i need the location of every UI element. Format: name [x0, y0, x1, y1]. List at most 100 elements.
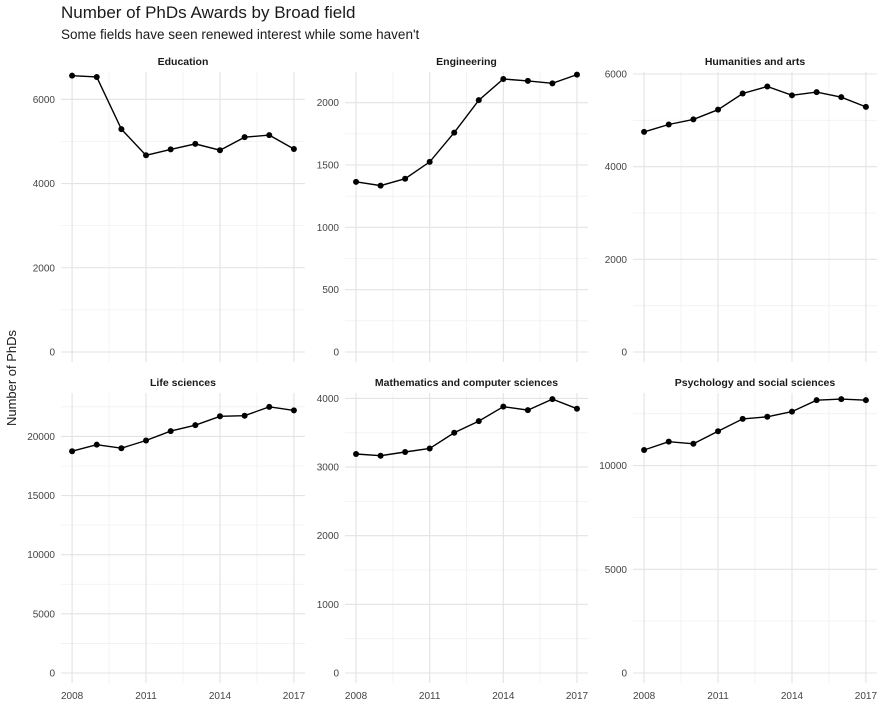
- data-point: [290, 407, 297, 414]
- data-point: [500, 403, 507, 410]
- x-tick-label: 2011: [135, 691, 157, 702]
- y-tick-label: 0: [333, 348, 339, 359]
- data-point: [641, 128, 648, 135]
- y-tick-label: 1000: [317, 223, 340, 234]
- y-axis-label: Number of PhDs: [4, 329, 19, 426]
- y-tick-label: 2000: [317, 531, 340, 542]
- data-point: [715, 428, 722, 435]
- chart-subtitle: Some fields have seen renewed interest w…: [61, 27, 420, 42]
- data-point: [143, 437, 150, 444]
- data-point: [192, 422, 199, 429]
- data-point: [377, 452, 384, 459]
- data-point: [377, 182, 384, 189]
- data-point: [241, 134, 248, 141]
- data-point: [353, 178, 360, 185]
- data-point: [93, 441, 100, 448]
- data-point: [524, 77, 531, 84]
- data-point: [216, 147, 223, 154]
- data-point: [266, 403, 273, 410]
- data-point: [426, 158, 433, 165]
- data-point: [524, 407, 531, 414]
- x-tick-label: 2017: [283, 691, 306, 702]
- data-point: [764, 83, 771, 90]
- data-point: [549, 80, 556, 87]
- series-line: [643, 85, 867, 133]
- data-point: [266, 132, 273, 139]
- data-point: [451, 129, 458, 136]
- data-point: [690, 440, 697, 447]
- facet-panel: 0 5000 10000 2008 2011 2014 2017 Psychology and…: [599, 377, 877, 702]
- data-point: [690, 116, 697, 123]
- data-point: [290, 145, 297, 152]
- data-point: [573, 71, 580, 78]
- facet-panel: 0 1000 2000 3000 4000 2008 2011 2014 2017 Mathema…: [317, 377, 589, 702]
- data-point: [451, 429, 458, 436]
- data-point: [426, 445, 433, 452]
- data-point: [167, 428, 174, 435]
- series-line: [355, 398, 578, 457]
- data-point: [862, 103, 869, 110]
- y-tick-label: 15000: [27, 491, 55, 502]
- y-tick-label: 2000: [33, 263, 56, 274]
- facet-strip-label: Mathematics and computer sciences: [375, 377, 558, 389]
- data-point: [93, 73, 100, 80]
- data-point: [216, 413, 223, 420]
- y-tick-label: 1500: [317, 161, 340, 172]
- y-tick-label: 500: [322, 285, 339, 296]
- data-point: [475, 97, 482, 104]
- facet-panel: 0 2000 4000 6000 Education: [33, 56, 305, 362]
- data-point: [192, 140, 199, 147]
- facet-strip-label: Engineering: [436, 56, 497, 68]
- series-line: [355, 73, 578, 187]
- data-point: [118, 126, 125, 133]
- data-point: [143, 152, 150, 159]
- data-point: [862, 397, 869, 404]
- data-point: [739, 90, 746, 97]
- data-point: [813, 397, 820, 404]
- facet-panel: 0 500 1000 1500 2000 Engineering: [317, 56, 588, 362]
- x-tick-label: 2008: [61, 691, 84, 702]
- y-tick-label: 4000: [33, 179, 56, 190]
- series-line: [72, 75, 295, 157]
- y-tick-label: 20000: [27, 432, 55, 443]
- y-tick-label: 2000: [605, 255, 628, 266]
- y-tick-label: 0: [333, 669, 339, 680]
- data-point: [549, 396, 556, 403]
- data-point: [69, 448, 76, 455]
- data-point: [715, 106, 722, 113]
- x-tick-label: 2008: [345, 691, 368, 702]
- data-point: [813, 89, 820, 96]
- y-tick-label: 2000: [317, 98, 340, 109]
- data-point: [500, 75, 507, 82]
- x-tick-label: 2008: [633, 691, 656, 702]
- y-tick-label: 5000: [605, 565, 628, 576]
- y-tick-label: 0: [621, 348, 627, 359]
- data-point: [641, 446, 648, 453]
- y-tick-label: 6000: [33, 95, 56, 106]
- y-tick-label: 0: [49, 348, 55, 359]
- y-tick-label: 6000: [605, 70, 628, 81]
- y-tick-label: 10000: [599, 461, 627, 472]
- data-point: [665, 121, 672, 128]
- data-point: [788, 92, 795, 99]
- x-tick-label: 2014: [781, 691, 804, 702]
- data-point: [788, 408, 795, 415]
- facet-panel: 0 5000 10000 15000 20000 2008 2011 2014 2017 Life…: [27, 377, 305, 702]
- data-point: [402, 175, 409, 182]
- x-tick-label: 2014: [209, 691, 232, 702]
- facet-strip-label: Education: [158, 56, 209, 68]
- data-point: [838, 94, 845, 101]
- facet-panel: 0 2000 4000 6000 Humanities and arts: [605, 56, 877, 362]
- y-tick-label: 5000: [33, 609, 56, 620]
- data-point: [838, 396, 845, 403]
- data-point: [573, 405, 580, 412]
- data-point: [764, 413, 771, 420]
- y-tick-label: 4000: [317, 394, 340, 405]
- y-tick-label: 4000: [605, 162, 628, 173]
- series-line: [71, 406, 295, 452]
- facet-strip-label: Humanities and arts: [705, 56, 806, 68]
- chart-title: Number of PhDs Awards by Broad field: [61, 3, 356, 22]
- y-tick-label: 10000: [27, 550, 55, 561]
- x-tick-label: 2014: [492, 691, 515, 702]
